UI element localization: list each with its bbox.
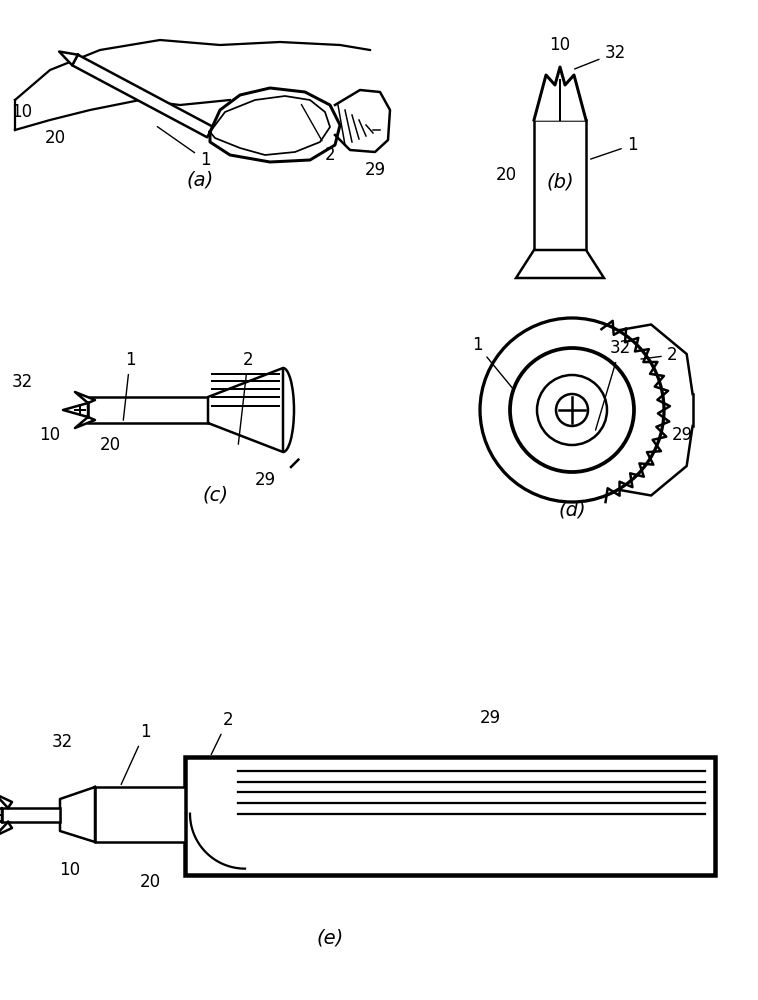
Polygon shape bbox=[0, 808, 2, 822]
Text: 1: 1 bbox=[121, 723, 150, 784]
Text: 20: 20 bbox=[496, 166, 516, 184]
Text: 10: 10 bbox=[59, 861, 80, 879]
Text: (d): (d) bbox=[558, 500, 586, 520]
Polygon shape bbox=[60, 787, 95, 842]
Text: 1: 1 bbox=[590, 136, 637, 159]
Text: 10: 10 bbox=[11, 103, 33, 121]
Polygon shape bbox=[335, 90, 390, 152]
Polygon shape bbox=[516, 250, 604, 278]
Bar bbox=[534, 120, 586, 250]
Text: 29: 29 bbox=[480, 709, 500, 727]
Polygon shape bbox=[59, 52, 78, 65]
Text: 29: 29 bbox=[365, 161, 386, 179]
Text: 10: 10 bbox=[39, 426, 61, 444]
Bar bbox=[2, 808, 60, 822]
Text: (a): (a) bbox=[186, 170, 214, 190]
Text: 20: 20 bbox=[99, 436, 121, 454]
Polygon shape bbox=[208, 368, 283, 452]
Text: (c): (c) bbox=[202, 486, 228, 504]
Polygon shape bbox=[210, 88, 340, 162]
Text: 1: 1 bbox=[157, 127, 210, 169]
Text: 1: 1 bbox=[471, 336, 512, 388]
Text: 10: 10 bbox=[550, 36, 571, 54]
Polygon shape bbox=[0, 794, 12, 808]
Text: 32: 32 bbox=[596, 339, 631, 430]
Text: 1: 1 bbox=[124, 351, 136, 420]
Polygon shape bbox=[75, 417, 95, 428]
Text: 32: 32 bbox=[575, 44, 625, 69]
Text: 32: 32 bbox=[52, 733, 73, 751]
Polygon shape bbox=[75, 392, 95, 403]
Text: 2: 2 bbox=[238, 351, 253, 444]
Text: 32: 32 bbox=[11, 373, 33, 391]
Text: 2: 2 bbox=[641, 346, 678, 364]
Text: 20: 20 bbox=[45, 129, 65, 147]
Text: 29: 29 bbox=[672, 426, 693, 444]
Polygon shape bbox=[72, 55, 213, 137]
Text: (b): (b) bbox=[547, 172, 574, 192]
Text: (e): (e) bbox=[316, 928, 343, 948]
Bar bbox=[88, 397, 208, 423]
Polygon shape bbox=[0, 822, 12, 836]
Bar bbox=[95, 787, 185, 842]
Polygon shape bbox=[534, 67, 586, 120]
Text: 2: 2 bbox=[302, 104, 335, 164]
Polygon shape bbox=[63, 403, 88, 417]
Text: 20: 20 bbox=[139, 873, 161, 891]
Bar bbox=[185, 757, 715, 875]
Text: 2: 2 bbox=[211, 711, 233, 755]
Text: 29: 29 bbox=[255, 471, 276, 489]
